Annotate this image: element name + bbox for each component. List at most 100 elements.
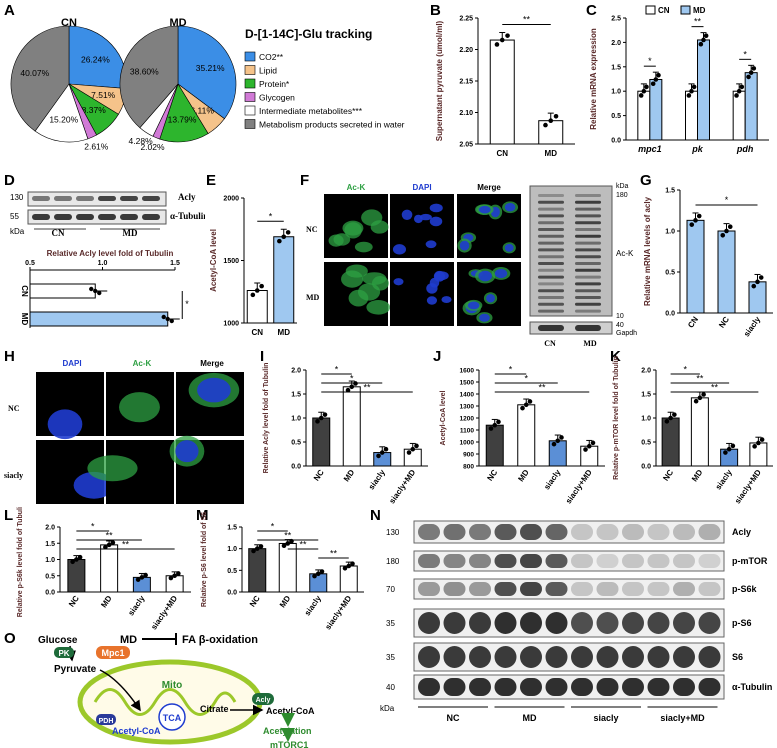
panel-f-lane-md: MD [583, 339, 597, 347]
chart-d-xtick-label-0: 0.5 [25, 260, 35, 267]
blot-n-group-2: siacly [593, 713, 618, 723]
chartM-sig-label-2: ** [299, 540, 307, 550]
chartI-cat-label-2: siacly [367, 468, 387, 492]
chartC-ytick-label-0: 0.0 [611, 138, 621, 145]
chartM-point-2-0-2 [319, 569, 325, 574]
chartM-sig-label-1: ** [284, 531, 292, 541]
blot-d-membrane-tubulin [27, 209, 167, 225]
legend-a-swatch-4 [244, 105, 256, 116]
chartJ-point-3-0-1 [586, 443, 592, 449]
chartM-point-3-0-1 [346, 563, 352, 569]
chartM-point-2-0-0 [312, 573, 317, 579]
blot-d-kda-55: 55 [10, 212, 19, 221]
chartJ-point-0-0-1 [492, 422, 498, 428]
micro-f-1-2-nucleus-3 [479, 313, 490, 322]
blot-d-tubulin-band-2 [76, 214, 94, 220]
blot-d-tubulin-band-1 [54, 214, 72, 220]
chartB-cat-label-0: CN [496, 149, 508, 158]
blot-n-band-2-7 [596, 582, 619, 596]
blot-n-label-3: p-S6 [732, 618, 752, 628]
blot-n-band-4-5 [545, 646, 568, 668]
blot-n-band-0-11 [698, 524, 721, 540]
chartB-point-1-0-1 [548, 118, 554, 123]
chartL-cat-label-1: MD [99, 594, 114, 610]
chartB-point-0-0-2 [505, 33, 510, 38]
chartI-point-3-0-0 [406, 450, 412, 455]
blot-n-band-3-2 [469, 612, 491, 634]
pie-md-label-5: 38.60% [130, 66, 159, 76]
blot-n-kda-4: 35 [386, 653, 395, 662]
micro-f-1-0-cell-6 [357, 283, 381, 301]
micro-f-0-0-cell-5 [328, 234, 344, 247]
blot-f-ack-md-2 [575, 207, 601, 211]
blot-f-ack-cn-10 [538, 262, 564, 265]
chartL-point-3-0-1 [172, 573, 177, 579]
chartJ-point-3-0-0 [583, 447, 588, 452]
chartC-point-1-1-2 [703, 33, 709, 38]
blot-d-tubulin-band-4 [120, 214, 138, 220]
chartE-ytick-label-0: 1000 [223, 321, 239, 328]
blot-n-kda-3: 35 [386, 619, 395, 628]
chartI-y-label: Relative Acly level fold of Tubulin [263, 363, 270, 474]
chartG-ytick-label-1: 0.5 [665, 270, 675, 277]
pie-md-slice-5 [119, 25, 179, 129]
chartB-ytick-label-3: 2.20 [459, 47, 473, 54]
blot-f-ack-cn-16 [538, 302, 564, 306]
pie-cn-label-5: 40.07% [20, 68, 49, 78]
chartC-sig-label-1: ** [694, 17, 702, 27]
tca-cycle [158, 703, 186, 731]
panel-letter-n: N [370, 507, 381, 524]
blot-n-membrane-0 [413, 520, 725, 544]
chartC-point-0-1-0 [650, 81, 656, 87]
acetyl-coa-mito-label: Acetyl-CoA [112, 726, 161, 736]
panel-letter-b: B [430, 2, 441, 19]
chartL-point-0-0-2 [77, 554, 83, 560]
chartK-bar-0-0 [661, 417, 680, 467]
chartE-sig-label: * [269, 211, 273, 221]
pie-cn-label-3: 2.61% [84, 141, 109, 151]
micro-f-1-1-nucleus-0 [393, 278, 404, 286]
blot-n-band-0-6 [571, 524, 593, 540]
blot-d-group-cn: CN [52, 228, 65, 238]
blot-n-band-0-1 [443, 524, 466, 540]
chartC-cat-label-0: mpc1 [638, 144, 662, 154]
blot-n-band-1-11 [698, 554, 721, 568]
chartC-bar-0-0 [637, 90, 651, 141]
blot-n-band-5-11 [698, 678, 721, 696]
panel-f-channel-ack: Ac-K [347, 183, 366, 192]
chartG-point-0-0-1 [693, 218, 698, 223]
chartL-sig-label-0: * [91, 522, 95, 532]
chart-d-xtick-label-2: 1.5 [170, 260, 180, 267]
chartG-sig-label: * [725, 195, 729, 205]
blot-n-band-3-11 [698, 612, 721, 634]
chartI-cat-label-3: siacly+MD [387, 468, 417, 506]
chart-c-legend-cn-swatch [645, 5, 656, 15]
panel-f-row-nc: NC [306, 225, 318, 234]
chartJ-point-1-0-0 [520, 405, 525, 411]
chartC-sig-label-2: * [743, 49, 747, 59]
chartB-point-1-0-2 [553, 113, 559, 119]
chartC-point-1-1-0 [698, 41, 704, 47]
panel-d-blot [27, 191, 167, 225]
blot-n-band-0-9 [647, 524, 670, 540]
chartJ-ytick-label-7: 1500 [460, 380, 475, 387]
legend-a-swatch-0 [244, 51, 256, 62]
chartK-point-1-0-2 [701, 392, 706, 397]
chart-d-cat-label-0: CN [20, 285, 29, 297]
blot-n-band-5-6 [571, 678, 593, 696]
chartC-point-0-1-1 [653, 77, 659, 82]
blot-n-band-5-0 [418, 678, 440, 696]
blot-n-band-1-2 [469, 554, 491, 568]
chartL-cat-label-0: NC [67, 594, 81, 609]
chartG-point-1-0-1 [724, 228, 729, 234]
blot-n-band-4-11 [698, 646, 721, 668]
panel-k-chart: 0.0 0.5 1.0 1.5 2.0 Relative p-mTOR level fol… [613, 356, 773, 505]
chartM-ytick-label-2: 1.0 [227, 546, 237, 553]
micro-f-0-1-nucleus-3 [425, 240, 437, 249]
chartM-point-0-0-0 [251, 548, 256, 554]
chartK-sig-label-0: * [683, 365, 687, 375]
chartK-bar-1-0 [690, 397, 709, 467]
blot-d-tubulin-band-5 [142, 214, 160, 220]
micro-f-1-2-nucleus-6 [494, 268, 508, 279]
panel-h-row-siacly: siacly [4, 471, 23, 480]
